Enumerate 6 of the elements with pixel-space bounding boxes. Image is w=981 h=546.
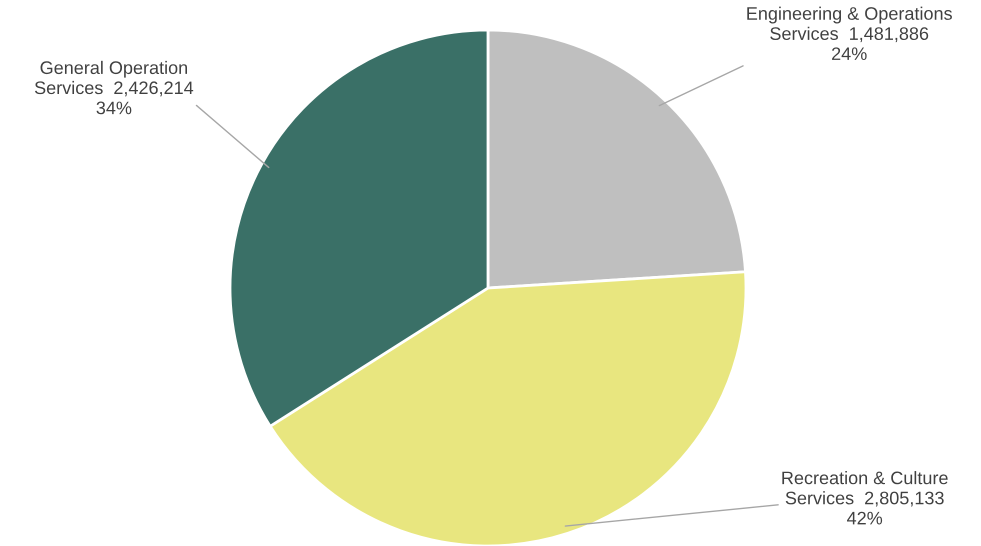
slice-label: Engineering & Operations Services 1,481,886 <box>747 6 952 42</box>
data-label: 34% <box>96 102 132 114</box>
slice-label: Recreation & Culture Services 2,805,133 <box>782 471 948 507</box>
slice-label: General Operation Services 2,426,214 <box>34 60 194 96</box>
data-label: 24% <box>832 47 867 60</box>
data-label: 42% <box>847 512 882 524</box>
